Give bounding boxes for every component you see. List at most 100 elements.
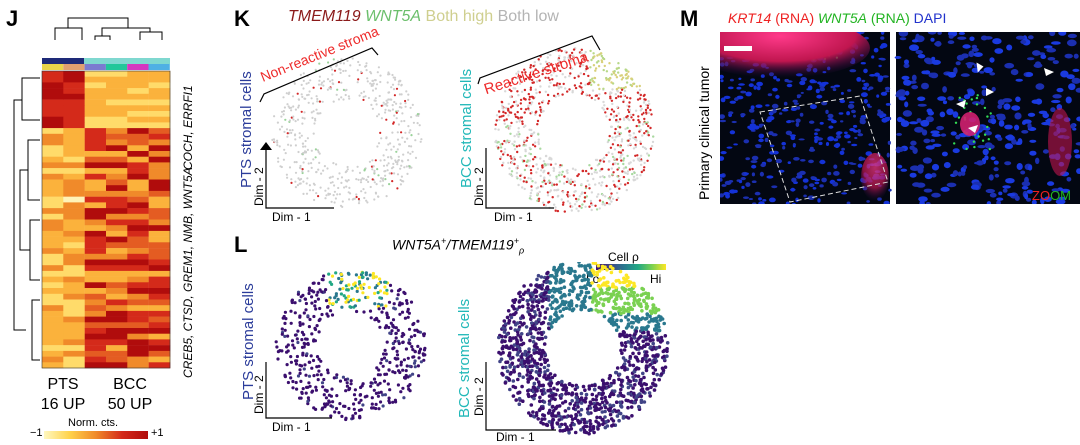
- cell-point: [344, 179, 347, 182]
- cell-point: [539, 147, 542, 150]
- nucleus: [878, 64, 882, 68]
- cell-point: [529, 314, 534, 319]
- heatmap-cell: [148, 179, 171, 186]
- cell-point: [642, 101, 646, 104]
- cell-point: [530, 185, 533, 188]
- cell-point: [397, 159, 400, 162]
- cell-point: [404, 369, 408, 373]
- cell-point: [537, 138, 540, 141]
- cell-point: [588, 422, 593, 426]
- cell-point: [307, 291, 311, 296]
- cell-point: [566, 391, 571, 396]
- cell-point: [312, 338, 316, 342]
- cell-point: [582, 420, 587, 425]
- heatmap-cell: [148, 253, 171, 260]
- cell-point: [591, 397, 595, 402]
- cell-point: [587, 384, 592, 388]
- cell-point: [326, 305, 330, 309]
- heatmap-cell: [148, 299, 171, 306]
- cell-point: [396, 293, 400, 297]
- cell-point: [517, 300, 522, 304]
- cell-point: [367, 175, 370, 178]
- cell-point: [387, 162, 390, 165]
- cell-point: [573, 387, 578, 391]
- nucleus: [1016, 163, 1023, 170]
- cell-point: [631, 351, 635, 356]
- cell-point: [627, 287, 632, 292]
- cell-point: [309, 354, 313, 358]
- cell-point: [632, 175, 636, 178]
- nucleus: [859, 157, 866, 161]
- cell-point: [379, 74, 382, 77]
- cell-point: [541, 383, 545, 388]
- nucleus: [896, 90, 904, 97]
- nucleus: [729, 100, 736, 104]
- axes-l-bcc: [485, 362, 556, 431]
- nucleus: [728, 111, 734, 115]
- cell-point: [363, 395, 367, 399]
- cell-point: [515, 171, 519, 175]
- cell-point: [297, 106, 300, 109]
- nucleus: [911, 74, 917, 81]
- cell-point: [619, 378, 624, 383]
- cell-point: [528, 73, 532, 77]
- cell-point: [538, 407, 542, 411]
- cell-point: [382, 352, 386, 356]
- nucleus: [1032, 50, 1041, 56]
- cell-point: [394, 326, 398, 330]
- cell-point: [558, 424, 562, 429]
- cell-point: [614, 93, 617, 96]
- heatmap-cell: [42, 93, 64, 100]
- cell-point: [298, 396, 302, 400]
- heatmap-cell: [127, 219, 149, 226]
- cell-point: [645, 312, 649, 316]
- cell-point: [634, 145, 638, 149]
- cell-point: [508, 167, 511, 170]
- cell-point: [329, 404, 333, 408]
- cell-point: [411, 150, 414, 153]
- cell-point: [626, 416, 631, 420]
- cell-point: [372, 165, 375, 168]
- cell-point: [639, 377, 643, 382]
- cell-point: [558, 165, 561, 169]
- cell-point: [334, 300, 338, 304]
- cell-point: [306, 396, 310, 400]
- nucleus: [986, 201, 992, 204]
- nucleus: [1066, 74, 1075, 80]
- cell-point: [571, 91, 574, 94]
- cell-point: [539, 106, 542, 109]
- cell-point: [564, 392, 568, 396]
- cell-point: [301, 171, 304, 175]
- cell-point: [608, 412, 613, 417]
- cell-point: [603, 415, 607, 419]
- cell-point: [639, 105, 642, 108]
- heatmap-cell: [63, 162, 85, 169]
- nucleus: [720, 74, 724, 79]
- cell-point: [329, 181, 332, 184]
- cell-point: [595, 171, 598, 174]
- heatmap-cell: [148, 305, 171, 312]
- heatmap-cell: [106, 133, 128, 140]
- panel-label-l: L: [234, 232, 248, 257]
- cell-point: [609, 95, 612, 98]
- heatmap-cell: [63, 305, 85, 312]
- nucleus: [962, 44, 971, 49]
- cell-point: [590, 383, 594, 388]
- cell-point: [636, 359, 640, 363]
- heatmap-cell: [127, 248, 149, 255]
- cell-point: [530, 304, 534, 308]
- cell-point: [305, 182, 308, 185]
- cell-point: [501, 106, 504, 110]
- heatmap-cell: [148, 128, 171, 135]
- heatmap-cell: [148, 310, 171, 317]
- cell-point: [380, 310, 384, 314]
- nucleus: [833, 84, 841, 88]
- cell-point: [528, 146, 531, 150]
- cell-point: [581, 274, 585, 279]
- title-l-sup1: +: [441, 236, 447, 246]
- cell-point: [607, 168, 610, 171]
- cell-point: [612, 299, 617, 304]
- cell-point: [642, 330, 646, 335]
- cell-point: [518, 82, 522, 85]
- nucleus: [868, 86, 874, 90]
